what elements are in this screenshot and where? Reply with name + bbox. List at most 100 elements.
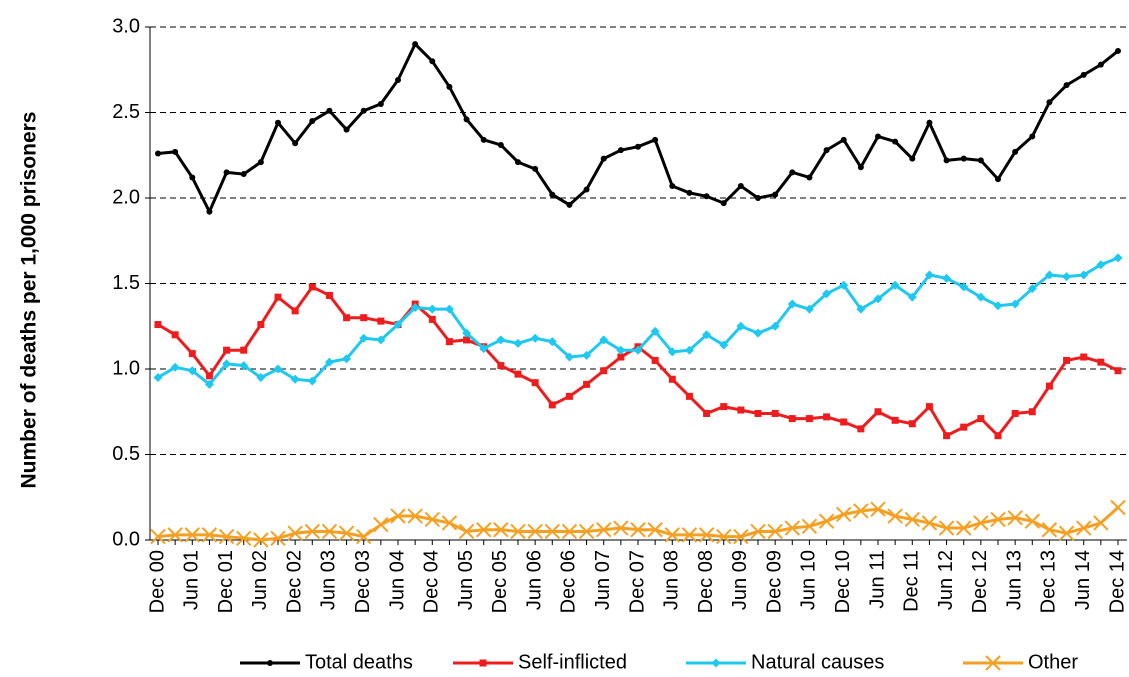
- point: [959, 282, 969, 292]
- point: [977, 157, 984, 164]
- x-tick-label: Jun 03: [318, 550, 340, 610]
- point: [476, 522, 492, 538]
- point: [600, 155, 607, 162]
- point: [635, 143, 641, 150]
- point: [496, 335, 506, 345]
- point: [441, 515, 458, 531]
- legend-label: Other: [1028, 651, 1078, 673]
- point: [990, 511, 1006, 528]
- point: [873, 294, 883, 304]
- point: [650, 326, 660, 336]
- point: [668, 375, 676, 383]
- point: [395, 77, 401, 84]
- point: [1080, 71, 1087, 78]
- point: [513, 338, 523, 348]
- point: [599, 335, 609, 345]
- point: [720, 403, 728, 411]
- point: [547, 337, 557, 347]
- point: [532, 165, 539, 172]
- x-tick-label: Dec 05: [489, 550, 511, 613]
- point: [291, 307, 299, 315]
- x-tick-label: Dec 08: [695, 550, 717, 613]
- point: [1076, 520, 1092, 536]
- point: [463, 336, 471, 344]
- point: [818, 513, 835, 529]
- point: [240, 171, 247, 178]
- point: [424, 511, 440, 528]
- x-tick-label: Jun 11: [866, 550, 888, 609]
- point: [1024, 513, 1040, 529]
- x-tick-label: Dec 00: [146, 550, 168, 613]
- point: [1062, 272, 1072, 282]
- point: [561, 523, 578, 540]
- point: [698, 527, 715, 543]
- point: [189, 174, 196, 181]
- point: [359, 333, 369, 343]
- point: [737, 183, 744, 190]
- point: [908, 420, 916, 428]
- point: [874, 408, 882, 416]
- point: [647, 522, 663, 538]
- point: [309, 118, 316, 125]
- point: [750, 523, 766, 540]
- point: [667, 347, 677, 357]
- point: [493, 522, 509, 538]
- point: [342, 354, 352, 364]
- x-tick-label: Jun 06: [523, 550, 545, 610]
- point: [290, 374, 300, 384]
- point: [1007, 510, 1023, 526]
- point: [170, 362, 180, 372]
- point: [669, 183, 676, 190]
- x-tick-label: Jun 08: [661, 550, 683, 610]
- point: [201, 527, 218, 543]
- x-tick-label: Jun 02: [249, 550, 271, 610]
- series: [155, 41, 1121, 216]
- point: [909, 155, 916, 162]
- point: [1114, 367, 1122, 375]
- point: [479, 343, 489, 353]
- y-tick-label: 2.0: [112, 186, 140, 208]
- point: [1097, 61, 1104, 68]
- point: [582, 350, 592, 360]
- series: [150, 499, 1126, 548]
- point: [1063, 356, 1071, 364]
- point: [530, 333, 540, 343]
- point: [789, 169, 796, 176]
- point: [890, 280, 900, 290]
- point: [356, 528, 372, 545]
- point: [806, 174, 813, 181]
- point: [703, 193, 710, 200]
- point: [446, 83, 453, 90]
- point: [412, 41, 419, 48]
- point: [407, 508, 423, 524]
- x-tick-label: Jun 13: [1003, 550, 1025, 610]
- point: [458, 523, 475, 540]
- point: [720, 200, 727, 207]
- point: [684, 345, 694, 355]
- point: [771, 409, 779, 417]
- point: [376, 335, 386, 345]
- point: [1045, 382, 1053, 390]
- point: [1093, 515, 1109, 531]
- point: [1115, 47, 1121, 54]
- legend-label: Total deaths: [305, 651, 413, 673]
- point: [1110, 499, 1126, 516]
- point: [651, 356, 659, 364]
- point: [236, 530, 252, 546]
- point: [307, 376, 317, 386]
- point: [1079, 270, 1089, 280]
- point: [462, 328, 472, 338]
- point: [652, 136, 659, 143]
- point: [578, 523, 595, 540]
- point: [564, 352, 574, 362]
- x-tick-label: Dec 04: [421, 550, 443, 613]
- point: [390, 508, 406, 524]
- x-tick-label: Jun 09: [729, 550, 751, 610]
- point: [787, 299, 797, 309]
- point: [275, 119, 281, 126]
- point: [753, 328, 763, 338]
- x-tick-label: Dec 02: [283, 550, 305, 613]
- point: [497, 362, 505, 370]
- line: [157, 41, 1119, 216]
